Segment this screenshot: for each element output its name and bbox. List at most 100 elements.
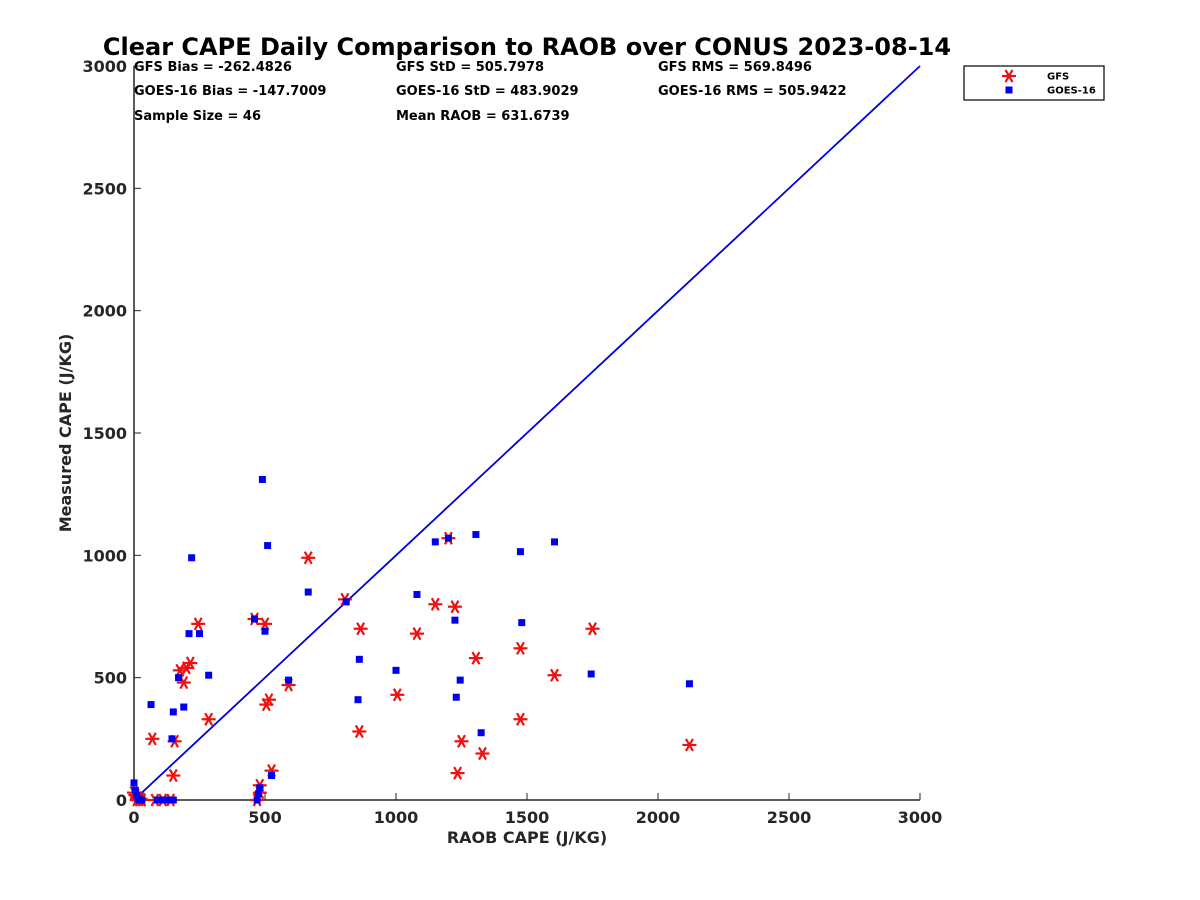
legend-box — [963, 65, 1105, 101]
point-gfs — [353, 622, 368, 636]
point-gfs — [301, 551, 316, 565]
point-goes-16 — [456, 676, 464, 684]
asterisk-stroke — [515, 641, 525, 655]
point-gfs — [513, 712, 528, 726]
point-goes-16 — [551, 538, 559, 546]
point-goes-16 — [431, 538, 439, 546]
asterisk-stroke — [471, 651, 481, 665]
stat-text: GOES-16 RMS = 505.9422 — [658, 84, 847, 99]
asterisk-stroke — [354, 724, 364, 739]
point-goes-16 — [185, 630, 193, 638]
point-goes-16 — [392, 666, 400, 674]
x-tick-label: 500 — [248, 808, 281, 827]
point-goes-16 — [164, 796, 172, 804]
point-goes-16 — [133, 791, 141, 799]
legend-label-goes-16: GOES-16 — [1047, 86, 1096, 97]
asterisk-stroke — [185, 656, 195, 670]
point-gfs — [682, 738, 697, 752]
point-goes-16 — [251, 615, 259, 623]
point-gfs — [428, 597, 443, 611]
y-tick-label: 1000 — [82, 546, 127, 565]
point-goes-16 — [175, 674, 183, 682]
point-goes-16 — [258, 475, 266, 483]
point-goes-16 — [304, 588, 312, 596]
point-goes-16 — [355, 655, 363, 663]
x-tick-label: 3000 — [898, 808, 943, 827]
asterisk-stroke — [412, 627, 422, 641]
reference-line — [133, 65, 921, 801]
point-gfs — [475, 746, 490, 761]
stat-text: GFS Bias = -262.4826 — [134, 60, 292, 75]
asterisk-stroke — [478, 746, 487, 761]
point-goes-16 — [205, 671, 213, 679]
legend-marker-goes-16 — [1005, 86, 1013, 94]
asterisk-stroke — [356, 622, 366, 636]
asterisk-stroke — [515, 712, 525, 726]
y-tick-label: 3000 — [82, 57, 127, 76]
point-goes-16 — [342, 598, 350, 606]
point-gfs — [409, 627, 424, 641]
x-tick-label: 1000 — [374, 808, 419, 827]
point-goes-16 — [254, 790, 262, 798]
stat-text: GFS RMS = 569.8496 — [658, 60, 812, 75]
point-gfs — [201, 712, 216, 726]
point-goes-16 — [472, 531, 480, 539]
point-goes-16 — [138, 796, 146, 804]
one-to-one-line — [133, 65, 921, 801]
x-tick-label: 2500 — [767, 808, 812, 827]
point-goes-16 — [169, 708, 177, 716]
x-tick-label: 0 — [128, 808, 139, 827]
asterisk-stroke — [453, 766, 463, 780]
x-tick-label: 2000 — [636, 808, 681, 827]
point-goes-16 — [587, 670, 595, 678]
chart-title: Clear CAPE Daily Comparison to RAOB over… — [103, 33, 951, 61]
stat-text: Mean RAOB = 631.6739 — [396, 109, 570, 124]
point-goes-16 — [516, 548, 524, 556]
stat-text: Sample Size = 46 — [134, 109, 261, 124]
asterisk-stroke — [392, 688, 402, 702]
point-goes-16 — [168, 735, 176, 743]
stat-text: GOES-16 Bias = -147.7009 — [134, 84, 326, 99]
point-gfs — [468, 651, 483, 665]
axes: 0 500 1000 1500 2000 2500 3000 0 500 1000 1500 2000… — [82, 57, 942, 827]
point-gfs — [585, 622, 600, 636]
series-goes-16 — [130, 475, 693, 804]
point-goes-16 — [264, 542, 272, 550]
legend-marker-gfs — [1002, 69, 1016, 83]
point-gfs — [261, 693, 276, 707]
point-gfs — [390, 688, 405, 702]
point-goes-16 — [253, 796, 261, 804]
point-goes-16 — [131, 786, 139, 794]
asterisk-stroke — [179, 675, 189, 690]
asterisk-stroke — [430, 597, 440, 611]
point-gfs — [183, 656, 198, 670]
point-goes-16 — [261, 627, 269, 635]
point-goes-16 — [147, 701, 155, 709]
y-tick-label: 2500 — [82, 179, 127, 198]
asterisk-stroke — [550, 668, 559, 682]
point-gfs — [166, 768, 181, 783]
point-goes-16 — [452, 693, 460, 701]
y-tick-label: 1500 — [82, 424, 127, 443]
point-gfs — [513, 641, 528, 655]
asterisk-stroke — [588, 622, 597, 636]
legend: GFS GOES-16 — [963, 65, 1105, 101]
point-gfs — [450, 766, 465, 780]
point-goes-16 — [477, 729, 485, 737]
point-goes-16 — [256, 784, 264, 792]
stat-text: GFS StD = 505.7978 — [396, 60, 544, 75]
asterisk-stroke — [450, 600, 460, 614]
point-goes-16 — [354, 696, 362, 704]
asterisk-stroke — [684, 738, 694, 752]
asterisk-stroke — [457, 734, 466, 748]
asterisk-stroke — [1004, 69, 1014, 83]
point-goes-16 — [188, 554, 196, 562]
point-gfs — [191, 617, 206, 631]
point-gfs — [447, 600, 462, 614]
asterisk-stroke — [264, 693, 274, 707]
point-goes-16 — [685, 680, 693, 688]
point-goes-16 — [169, 796, 177, 804]
series-gfs — [127, 531, 697, 807]
